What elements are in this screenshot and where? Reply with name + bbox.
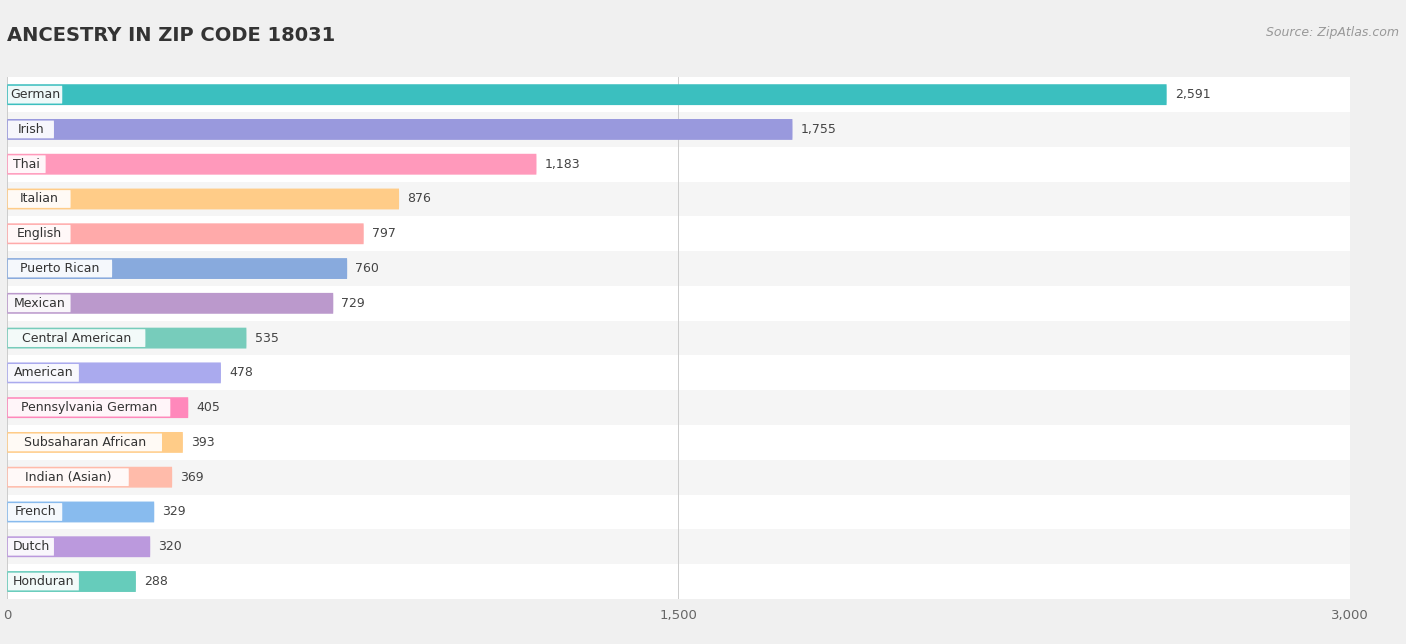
Text: Thai: Thai (13, 158, 41, 171)
Text: Subsaharan African: Subsaharan African (24, 436, 146, 449)
Text: 876: 876 (408, 193, 432, 205)
FancyBboxPatch shape (7, 571, 136, 592)
Text: 729: 729 (342, 297, 366, 310)
FancyBboxPatch shape (7, 397, 188, 418)
Text: Dutch: Dutch (13, 540, 49, 553)
Text: German: German (10, 88, 60, 101)
FancyBboxPatch shape (7, 467, 172, 488)
Bar (0, 77, 1406, 112)
FancyBboxPatch shape (8, 364, 79, 382)
FancyBboxPatch shape (7, 119, 793, 140)
FancyBboxPatch shape (8, 86, 62, 104)
FancyBboxPatch shape (7, 328, 246, 348)
FancyBboxPatch shape (8, 225, 70, 243)
Text: 369: 369 (180, 471, 204, 484)
Bar (0, 529, 1406, 564)
FancyBboxPatch shape (7, 189, 399, 209)
Text: Irish: Irish (18, 123, 44, 136)
Text: Central American: Central American (22, 332, 131, 345)
FancyBboxPatch shape (7, 293, 333, 314)
FancyBboxPatch shape (8, 433, 162, 451)
Text: 288: 288 (143, 575, 167, 588)
Text: 1,183: 1,183 (544, 158, 581, 171)
Text: ANCESTRY IN ZIP CODE 18031: ANCESTRY IN ZIP CODE 18031 (7, 26, 335, 45)
Text: 535: 535 (254, 332, 278, 345)
Text: 405: 405 (197, 401, 221, 414)
Text: 1,755: 1,755 (800, 123, 837, 136)
Text: 478: 478 (229, 366, 253, 379)
Text: 760: 760 (356, 262, 380, 275)
Bar (0, 495, 1406, 529)
Bar (0, 286, 1406, 321)
FancyBboxPatch shape (7, 223, 364, 244)
Text: Indian (Asian): Indian (Asian) (25, 471, 111, 484)
Text: 2,591: 2,591 (1175, 88, 1211, 101)
Bar (0, 425, 1406, 460)
Bar (0, 182, 1406, 216)
FancyBboxPatch shape (7, 502, 155, 522)
FancyBboxPatch shape (8, 329, 145, 347)
FancyBboxPatch shape (8, 538, 53, 556)
FancyBboxPatch shape (7, 258, 347, 279)
Bar (0, 251, 1406, 286)
FancyBboxPatch shape (8, 468, 129, 486)
Bar (0, 564, 1406, 599)
Text: Pennsylvania German: Pennsylvania German (21, 401, 157, 414)
Text: 797: 797 (371, 227, 395, 240)
FancyBboxPatch shape (7, 154, 537, 175)
Text: 329: 329 (162, 506, 186, 518)
FancyBboxPatch shape (8, 155, 45, 173)
FancyBboxPatch shape (8, 260, 112, 278)
FancyBboxPatch shape (7, 536, 150, 557)
Text: American: American (14, 366, 73, 379)
Bar (0, 355, 1406, 390)
FancyBboxPatch shape (8, 294, 70, 312)
Text: Mexican: Mexican (14, 297, 65, 310)
FancyBboxPatch shape (7, 84, 1167, 105)
Bar (0, 112, 1406, 147)
FancyBboxPatch shape (8, 573, 79, 591)
Bar (0, 216, 1406, 251)
Text: Honduran: Honduran (13, 575, 75, 588)
Text: Source: ZipAtlas.com: Source: ZipAtlas.com (1265, 26, 1399, 39)
FancyBboxPatch shape (8, 120, 53, 138)
Bar (0, 147, 1406, 182)
Text: English: English (17, 227, 62, 240)
Text: 320: 320 (159, 540, 181, 553)
Bar (0, 390, 1406, 425)
FancyBboxPatch shape (7, 432, 183, 453)
FancyBboxPatch shape (8, 503, 62, 521)
Text: 393: 393 (191, 436, 215, 449)
Bar (0, 460, 1406, 495)
Bar (0, 321, 1406, 355)
FancyBboxPatch shape (8, 190, 70, 208)
Text: French: French (14, 506, 56, 518)
Text: Italian: Italian (20, 193, 59, 205)
FancyBboxPatch shape (8, 399, 170, 417)
Text: Puerto Rican: Puerto Rican (20, 262, 100, 275)
FancyBboxPatch shape (7, 363, 221, 383)
